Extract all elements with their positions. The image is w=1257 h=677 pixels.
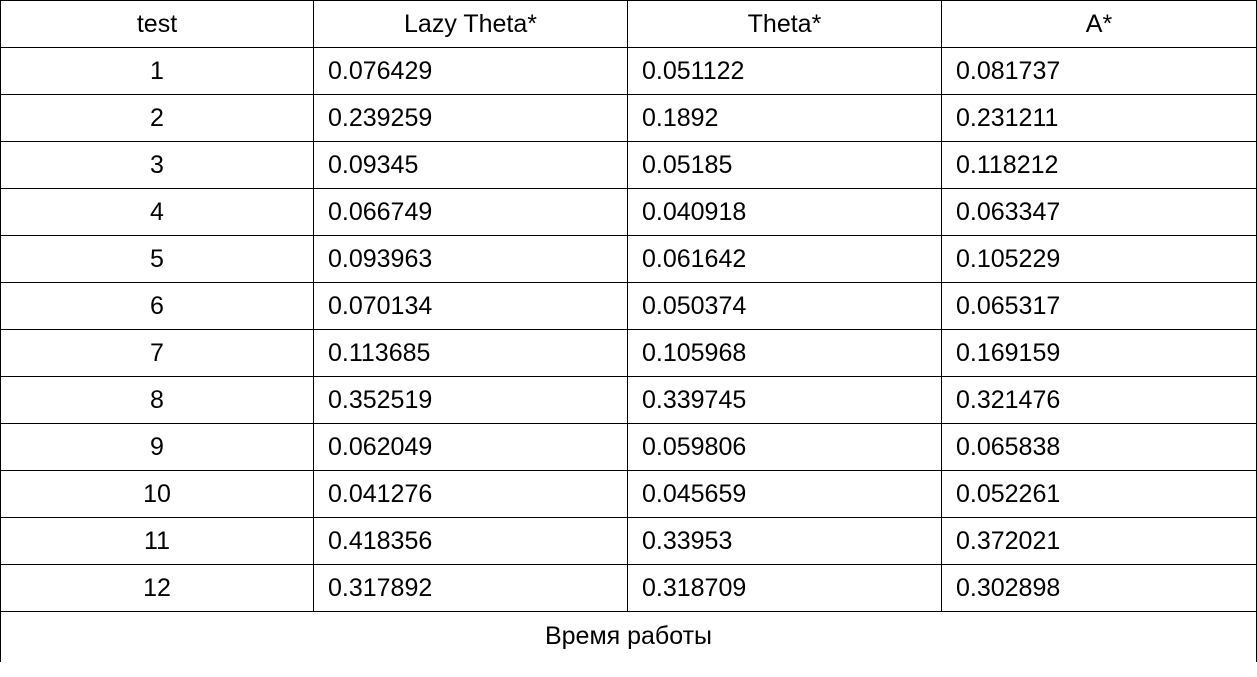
table-header: test Lazy Theta* Theta* A* bbox=[0, 0, 1257, 48]
table-row: 1 0.076429 0.051122 0.081737 bbox=[0, 47, 1257, 95]
table-row: 6 0.070134 0.050374 0.065317 bbox=[0, 282, 1257, 330]
table-row: 10 0.041276 0.045659 0.052261 bbox=[0, 470, 1257, 518]
header-test: test bbox=[0, 0, 314, 48]
theta-value: 0.318709 bbox=[627, 564, 942, 612]
a-star-value: 0.321476 bbox=[941, 376, 1257, 424]
lazy-theta-value: 0.418356 bbox=[313, 517, 628, 565]
test-number-cell: 4 bbox=[0, 188, 314, 236]
results-table: test Lazy Theta* Theta* A* 1 0.076429 0.… bbox=[0, 0, 1257, 662]
table-row: 12 0.317892 0.318709 0.302898 bbox=[0, 564, 1257, 612]
test-number-cell: 2 bbox=[0, 94, 314, 142]
theta-value: 0.045659 bbox=[627, 470, 942, 518]
theta-value: 0.105968 bbox=[627, 329, 942, 377]
caption-row: Время работы bbox=[0, 611, 1257, 662]
lazy-theta-value: 0.062049 bbox=[313, 423, 628, 471]
a-star-value: 0.372021 bbox=[941, 517, 1257, 565]
a-star-value: 0.081737 bbox=[941, 47, 1257, 95]
test-number-cell: 12 bbox=[0, 564, 314, 612]
a-star-value: 0.231211 bbox=[941, 94, 1257, 142]
table-caption: Время работы bbox=[0, 611, 1257, 662]
a-star-value: 0.052261 bbox=[941, 470, 1257, 518]
table-row: 3 0.09345 0.05185 0.118212 bbox=[0, 141, 1257, 189]
theta-value: 0.061642 bbox=[627, 235, 942, 283]
lazy-theta-value: 0.352519 bbox=[313, 376, 628, 424]
test-number-cell: 3 bbox=[0, 141, 314, 189]
lazy-theta-value: 0.066749 bbox=[313, 188, 628, 236]
test-number-cell: 10 bbox=[0, 470, 314, 518]
lazy-theta-value: 0.070134 bbox=[313, 282, 628, 330]
theta-value: 0.051122 bbox=[627, 47, 942, 95]
header-a-star: A* bbox=[941, 0, 1257, 48]
table-row: 7 0.113685 0.105968 0.169159 bbox=[0, 329, 1257, 377]
lazy-theta-value: 0.093963 bbox=[313, 235, 628, 283]
lazy-theta-value: 0.041276 bbox=[313, 470, 628, 518]
test-number-cell: 8 bbox=[0, 376, 314, 424]
lazy-theta-value: 0.239259 bbox=[313, 94, 628, 142]
a-star-value: 0.063347 bbox=[941, 188, 1257, 236]
theta-value: 0.05185 bbox=[627, 141, 942, 189]
table-row: 4 0.066749 0.040918 0.063347 bbox=[0, 188, 1257, 236]
a-star-value: 0.065838 bbox=[941, 423, 1257, 471]
test-number-cell: 11 bbox=[0, 517, 314, 565]
header-row: test Lazy Theta* Theta* A* bbox=[0, 0, 1257, 48]
table-row: 11 0.418356 0.33953 0.372021 bbox=[0, 517, 1257, 565]
lazy-theta-value: 0.113685 bbox=[313, 329, 628, 377]
theta-value: 0.339745 bbox=[627, 376, 942, 424]
theta-value: 0.33953 bbox=[627, 517, 942, 565]
header-lazy-theta: Lazy Theta* bbox=[313, 0, 628, 48]
theta-value: 0.059806 bbox=[627, 423, 942, 471]
results-table-container: test Lazy Theta* Theta* A* 1 0.076429 0.… bbox=[0, 0, 1257, 662]
table-row: 5 0.093963 0.061642 0.105229 bbox=[0, 235, 1257, 283]
table-row: 9 0.062049 0.059806 0.065838 bbox=[0, 423, 1257, 471]
header-theta: Theta* bbox=[627, 0, 942, 48]
test-number-cell: 9 bbox=[0, 423, 314, 471]
a-star-value: 0.118212 bbox=[941, 141, 1257, 189]
lazy-theta-value: 0.09345 bbox=[313, 141, 628, 189]
a-star-value: 0.105229 bbox=[941, 235, 1257, 283]
test-number-cell: 7 bbox=[0, 329, 314, 377]
theta-value: 0.1892 bbox=[627, 94, 942, 142]
table-row: 8 0.352519 0.339745 0.321476 bbox=[0, 376, 1257, 424]
lazy-theta-value: 0.076429 bbox=[313, 47, 628, 95]
theta-value: 0.040918 bbox=[627, 188, 942, 236]
a-star-value: 0.302898 bbox=[941, 564, 1257, 612]
a-star-value: 0.065317 bbox=[941, 282, 1257, 330]
lazy-theta-value: 0.317892 bbox=[313, 564, 628, 612]
test-number-cell: 1 bbox=[0, 47, 314, 95]
a-star-value: 0.169159 bbox=[941, 329, 1257, 377]
theta-value: 0.050374 bbox=[627, 282, 942, 330]
table-row: 2 0.239259 0.1892 0.231211 bbox=[0, 94, 1257, 142]
table-body: 1 0.076429 0.051122 0.081737 2 0.239259 … bbox=[0, 47, 1257, 662]
test-number-cell: 6 bbox=[0, 282, 314, 330]
test-number-cell: 5 bbox=[0, 235, 314, 283]
